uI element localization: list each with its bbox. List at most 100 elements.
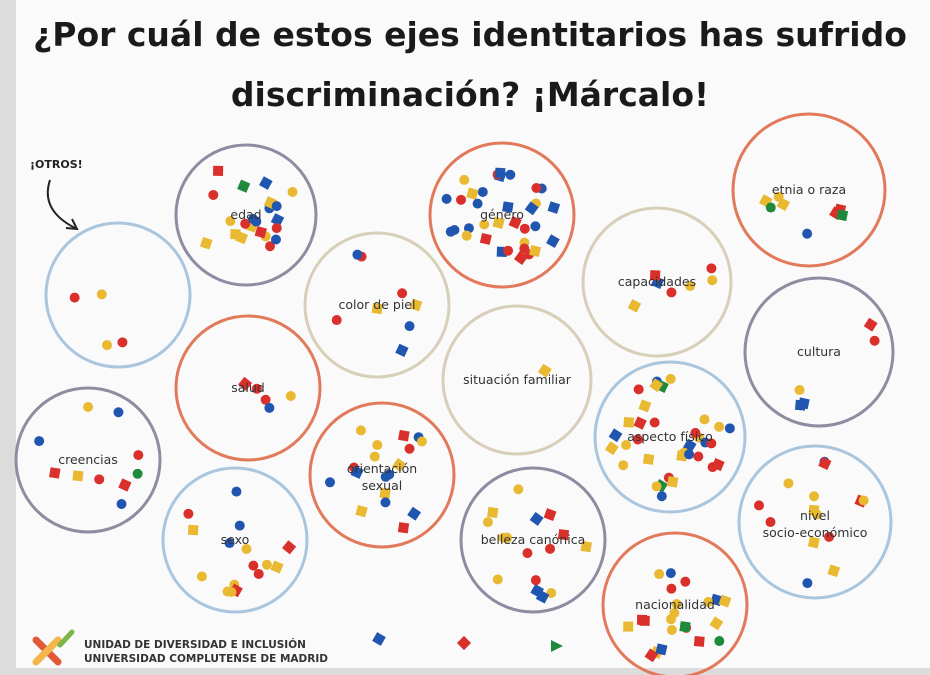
sticker xyxy=(332,315,342,325)
sticker xyxy=(248,561,258,571)
sticker xyxy=(483,517,493,527)
category-label: color de piel xyxy=(339,297,416,312)
sticker xyxy=(667,625,677,635)
sticker xyxy=(49,467,60,478)
category-label: capacidades xyxy=(618,274,696,289)
title-line: discriminación? ¡Márcalo! xyxy=(231,75,709,114)
sticker xyxy=(231,487,241,497)
sticker xyxy=(271,235,281,245)
sticker xyxy=(623,622,633,632)
sticker xyxy=(666,374,676,384)
sticker xyxy=(684,449,694,459)
sticker xyxy=(398,522,409,533)
category-label: nacionalidad xyxy=(635,597,715,612)
poster-photo: ¿Por cuál de estos ejes identitarios has… xyxy=(0,0,930,675)
sticker xyxy=(859,495,869,505)
sticker xyxy=(254,569,264,579)
sticker xyxy=(809,491,819,501)
category-label: sexo xyxy=(221,532,250,547)
sticker xyxy=(262,560,272,570)
sticker xyxy=(654,569,664,579)
sticker xyxy=(97,289,107,299)
sticker xyxy=(522,548,532,558)
sticker xyxy=(230,229,241,240)
sticker xyxy=(640,616,650,626)
sticker xyxy=(802,229,812,239)
sticker xyxy=(183,509,193,519)
footer-line: UNIDAD DE DIVERSIDAD E INCLUSIÓN xyxy=(84,638,306,651)
sticker xyxy=(657,491,667,501)
sticker xyxy=(356,425,366,435)
sticker xyxy=(530,221,540,231)
sticker xyxy=(666,568,676,578)
sticker xyxy=(679,621,690,632)
sticker xyxy=(652,481,662,491)
sticker xyxy=(836,209,848,221)
sticker xyxy=(618,460,628,470)
sticker xyxy=(213,166,223,176)
sticker xyxy=(94,474,104,484)
sticker xyxy=(288,187,298,197)
sticker xyxy=(117,499,127,509)
sticker xyxy=(634,384,644,394)
category-label: salud xyxy=(231,380,265,395)
sticker xyxy=(372,440,382,450)
sticker xyxy=(398,430,410,442)
category-label: edad xyxy=(230,207,261,222)
sticker xyxy=(503,246,513,256)
sticker xyxy=(405,321,415,331)
sticker xyxy=(113,407,123,417)
sticker xyxy=(235,521,245,531)
sticker xyxy=(706,263,716,273)
sticker xyxy=(623,417,634,428)
sticker xyxy=(708,462,718,472)
sticker xyxy=(783,478,793,488)
sticker xyxy=(478,187,488,197)
sticker xyxy=(650,418,660,428)
sticker xyxy=(520,224,530,234)
sticker xyxy=(325,477,335,487)
sticker xyxy=(680,577,690,587)
sticker xyxy=(459,175,469,185)
sticker xyxy=(798,397,810,409)
sticker xyxy=(83,402,93,412)
sticker xyxy=(531,575,541,585)
sticker xyxy=(442,194,452,204)
sticker xyxy=(222,587,232,597)
sticker xyxy=(272,201,282,211)
category-label: cultura xyxy=(797,344,841,359)
sticker xyxy=(133,450,143,460)
sticker xyxy=(133,469,143,479)
sticker xyxy=(208,190,218,200)
category-label: aspecto físico xyxy=(627,429,713,444)
sticker xyxy=(666,584,676,594)
sticker xyxy=(519,244,529,254)
sticker xyxy=(197,571,207,581)
category-label: género xyxy=(480,207,524,222)
sticker xyxy=(446,227,456,237)
sticker xyxy=(352,250,362,260)
sticker xyxy=(714,636,724,646)
sticker xyxy=(766,203,776,213)
sticker xyxy=(694,636,705,647)
sticker xyxy=(264,403,274,413)
category-label: etnia o raza xyxy=(772,182,846,197)
sticker xyxy=(272,223,282,233)
sticker xyxy=(693,451,703,461)
title-line: ¿Por cuál de estos ejes identitarios has… xyxy=(33,15,907,54)
sticker xyxy=(117,337,127,347)
sticker xyxy=(754,500,764,510)
sticker xyxy=(725,423,735,433)
sticker xyxy=(531,183,541,193)
sticker xyxy=(513,484,523,494)
sticker xyxy=(505,170,515,180)
sticker xyxy=(667,476,678,487)
sticker xyxy=(102,340,112,350)
sticker xyxy=(380,497,390,507)
sticker xyxy=(405,444,415,454)
sticker xyxy=(714,422,724,432)
others-label: ¡OTROS! xyxy=(30,158,83,171)
page: ¿Por cuál de estos ejes identitarios has… xyxy=(0,0,930,675)
sticker xyxy=(70,293,80,303)
sticker xyxy=(700,414,710,424)
